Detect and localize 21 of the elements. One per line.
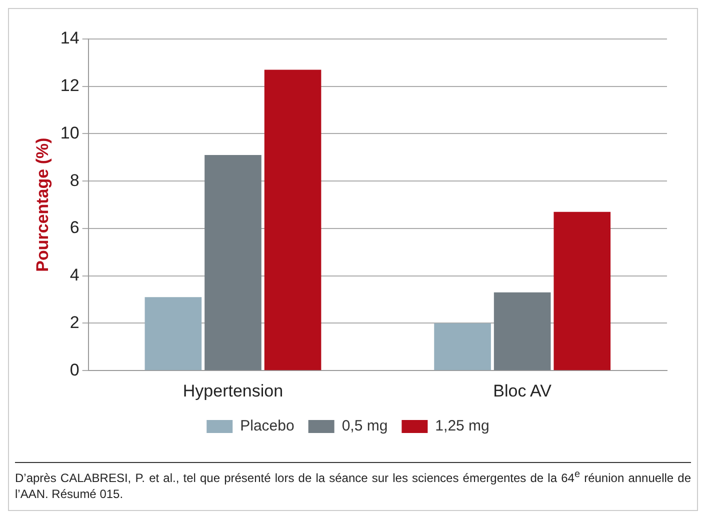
bar: [204, 155, 262, 370]
y-tick-label: 2: [70, 312, 80, 332]
y-tick-label: 12: [60, 76, 80, 96]
y-axis-title: Pourcentage (%): [32, 138, 52, 272]
bar: [144, 297, 202, 370]
text: D’après CALABRESI, P. et al., tel que présenté lors de la séance sur les sciences émergentes de la 64$^{e}$ réunion annuelle de l’AAN. Résumé 015.: [15, 469, 691, 501]
y-tick-label: 6: [70, 218, 80, 238]
legend-label: 1,25 mg: [435, 418, 490, 435]
y-tick-label: 8: [70, 170, 80, 190]
bar: [264, 70, 322, 370]
legend-label: 0,5 mg: [342, 418, 388, 435]
bar: [494, 292, 551, 370]
bar: [434, 323, 491, 370]
bar: [554, 212, 611, 370]
y-tick-label: 14: [60, 28, 80, 48]
y-tick-label: 0: [70, 360, 80, 380]
y-tick-label: 4: [70, 266, 80, 285]
x-tick-label: Hypertension: [182, 381, 284, 400]
legend-label: Placebo: [240, 418, 294, 435]
y-tick-label: 10: [60, 123, 80, 142]
x-tick-label: Bloc AV: [493, 381, 552, 400]
